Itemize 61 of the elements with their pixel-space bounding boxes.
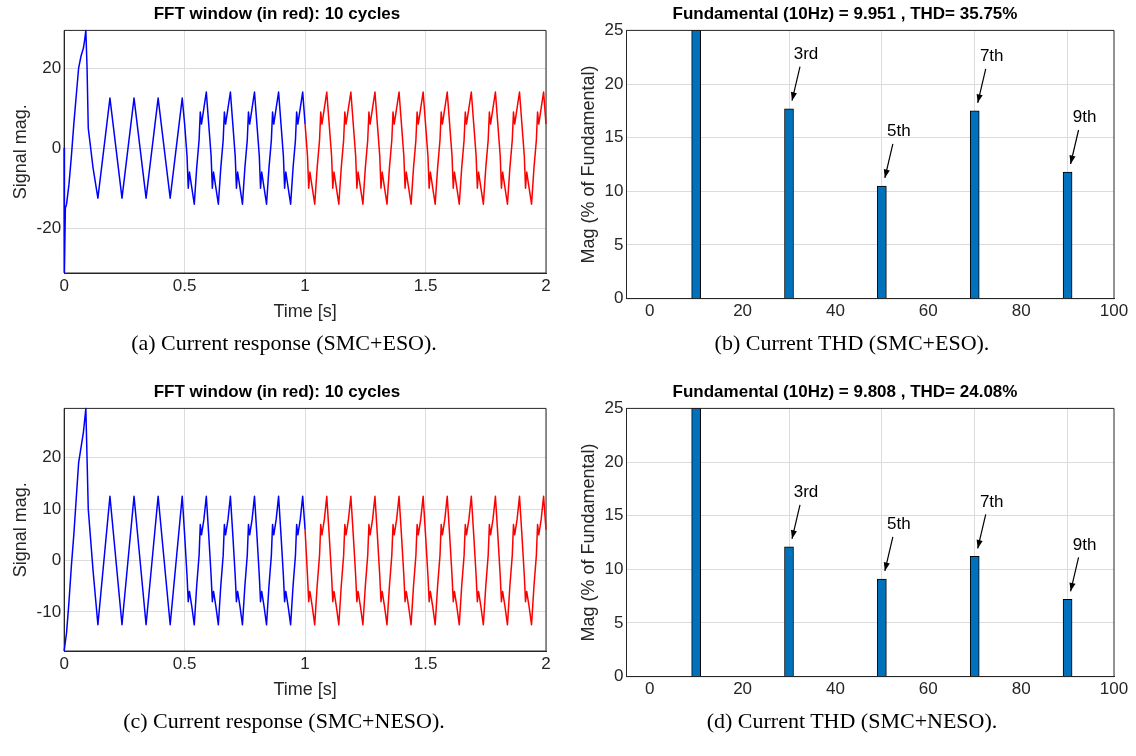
y-tick-label: 20 [42,57,62,77]
y-tick-label: 0 [51,550,62,570]
y-tick-label: -20 [36,217,62,237]
annotation: 3rd [793,481,819,501]
y-tick-label: 0 [614,288,624,308]
x-axis-title: Time [s] [273,679,337,700]
y-tick-label: 25 [604,20,624,40]
x-tick-label: 20 [733,301,753,321]
text: (d) Current THD (SMC+NESO). [705,708,999,734]
x-tick-label: 40 [825,301,845,321]
y-axis-title: Signal mag. [9,104,30,200]
chart-title: Fundamental (10Hz) = 9.808 , THD= 24.08% [672,381,1018,401]
text: (c) Current response (SMC+NESO). [122,708,446,734]
x-tick-label: 0.5 [172,653,197,673]
x-tick-label: 0.5 [172,275,197,295]
x-axis-title: Time [s] [273,301,337,322]
y-tick-label: 10 [604,559,624,579]
annotation: 3rd [793,43,819,63]
x-tick-label: 0 [644,301,655,321]
text: (a) Current response (SMC+ESO). [130,330,438,356]
x-tick-label: 60 [918,301,938,321]
x-tick-label: 2 [541,653,551,673]
x-tick-label: 80 [1011,679,1031,699]
y-tick-label: 5 [614,234,624,254]
chart-title: Fundamental (10Hz) = 9.951 , THD= 35.75% [672,3,1018,23]
y-tick-label: 0 [614,666,624,686]
y-axis-title: Mag (% of Fundamental) [577,443,598,642]
x-tick-label: 40 [825,679,845,699]
x-tick-label: 1 [300,653,310,673]
text: (b) Current THD (SMC+ESO). [713,330,991,356]
y-tick-label: 20 [42,447,62,467]
annotation: 9th [1072,534,1097,554]
y-tick-label: 20 [604,451,624,471]
y-axis-title: Mag (% of Fundamental) [577,65,598,264]
annotation: 5th [887,121,911,141]
annotation: 7th [979,46,1004,66]
x-tick-label: 100 [1099,301,1129,321]
annotation: 9th [1072,107,1097,127]
y-tick-label: 25 [604,398,624,418]
x-tick-label: 1 [300,275,310,295]
y-tick-label: 5 [614,612,624,632]
y-axis-title: Signal mag. [9,482,30,578]
x-tick-label: 1.5 [413,275,438,295]
y-tick-label: 15 [604,505,624,525]
x-tick-label: 2 [541,275,551,295]
x-tick-label: 100 [1099,679,1129,699]
y-tick-label: 15 [604,127,624,147]
y-tick-label: -10 [36,601,62,621]
y-tick-label: 20 [604,73,624,93]
x-tick-label: 20 [733,679,753,699]
chart-title: FFT window (in red): 10 cycles [153,3,401,23]
annotation: 5th [887,514,911,534]
y-tick-label: 0 [51,137,62,157]
x-tick-label: 80 [1011,301,1031,321]
x-tick-label: 60 [918,679,938,699]
y-tick-label: 10 [604,181,624,201]
annotation: 7th [979,491,1004,511]
x-tick-label: 0 [644,679,655,699]
y-tick-label: 10 [42,498,62,518]
x-tick-label: 1.5 [413,653,438,673]
chart-title: FFT window (in red): 10 cycles [153,381,401,401]
